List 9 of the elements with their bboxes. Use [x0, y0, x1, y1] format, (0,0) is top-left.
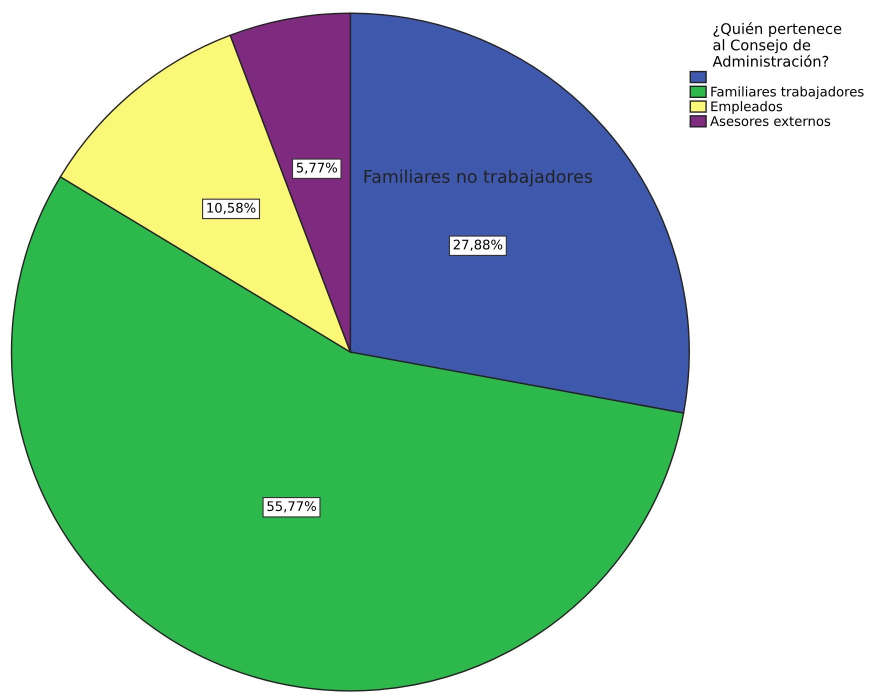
- legend-label: Familiares trabajadores: [711, 86, 864, 100]
- data-label: 5,77%: [296, 162, 337, 174]
- legend-title: ¿Quién pertenece al Consejo de Administración?: [712, 22, 842, 67]
- text: Familiares no trabajadores: [364, 170, 592, 186]
- data-label: 27,88%: [454, 240, 502, 251]
- data-label: 55,77%: [267, 501, 316, 512]
- data-label: 10,58%: [207, 202, 256, 214]
- legend-label: Asesores externos: [710, 116, 830, 126]
- legend-label: Empleados: [711, 101, 782, 114]
